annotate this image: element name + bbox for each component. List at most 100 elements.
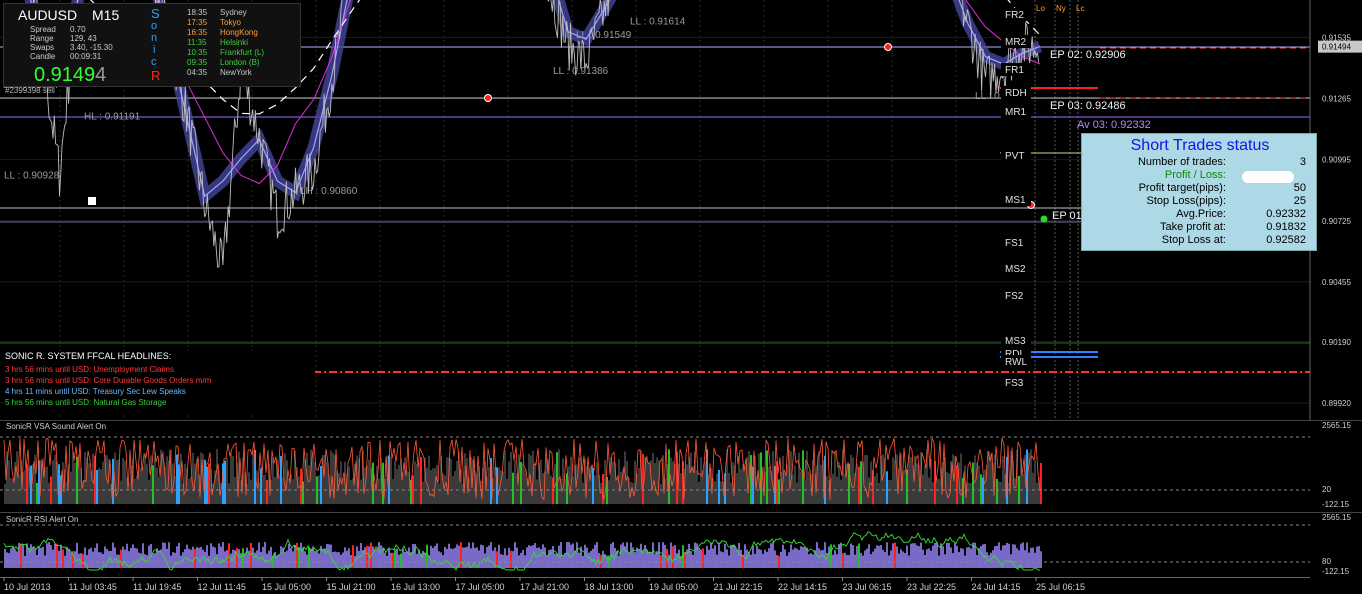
vsa-bar bbox=[104, 454, 106, 504]
rsi-bar bbox=[980, 546, 982, 568]
rsi-bar bbox=[1030, 547, 1032, 568]
vsa-bar bbox=[750, 455, 752, 504]
rsi-bar bbox=[62, 549, 64, 568]
rsi-bar bbox=[930, 550, 932, 568]
status-label: Take profit at: bbox=[1159, 221, 1226, 233]
vsa-bar bbox=[332, 452, 334, 504]
rsi-bar bbox=[708, 549, 710, 568]
rsi-bar bbox=[402, 548, 404, 568]
vsa-bar bbox=[188, 478, 190, 504]
vsa-bar bbox=[66, 482, 68, 504]
vsa-bar bbox=[98, 467, 100, 504]
sonic-letter: i bbox=[153, 44, 156, 56]
rsi-bar bbox=[584, 544, 586, 568]
vsa-bar bbox=[1032, 472, 1034, 504]
rsi-bar bbox=[390, 552, 392, 568]
vsa-bar bbox=[560, 478, 562, 504]
vsa-bar bbox=[140, 468, 142, 504]
vsa-bar bbox=[232, 456, 234, 504]
vsa-bar bbox=[164, 466, 166, 504]
rsi-bar bbox=[724, 543, 726, 568]
vsa-bar bbox=[78, 453, 80, 504]
vsa-bar bbox=[526, 478, 528, 504]
vsa-bar bbox=[692, 466, 694, 504]
rsi-bar bbox=[866, 548, 868, 568]
rsi-bar bbox=[314, 551, 316, 568]
vsa-bar bbox=[602, 473, 604, 504]
vsa-bar bbox=[898, 468, 900, 504]
vsa-bar bbox=[654, 462, 656, 504]
vsa-bar bbox=[974, 455, 976, 504]
rsi-bar bbox=[490, 542, 492, 568]
vsa-bar bbox=[734, 465, 736, 504]
rsi-bar bbox=[804, 546, 806, 568]
vsa-indicator-panel[interactable]: SonicR VSA Sound Alert On 2565.15 20 -12… bbox=[0, 420, 1362, 510]
vsa-bar bbox=[20, 460, 22, 504]
vsa-bar bbox=[1036, 482, 1038, 504]
rsi-bar bbox=[892, 543, 894, 568]
vsa-bar bbox=[724, 473, 726, 504]
time-label: 24 Jul 14:15 bbox=[972, 582, 1021, 592]
rsi-bar bbox=[710, 542, 712, 568]
rsi-bar bbox=[216, 554, 218, 568]
rsi-bar bbox=[922, 549, 924, 568]
vsa-bar bbox=[462, 483, 464, 504]
vsa-bar bbox=[208, 463, 210, 504]
rsi-bar bbox=[368, 546, 370, 568]
rsi-bar bbox=[290, 548, 292, 568]
rsi-bar bbox=[874, 548, 876, 568]
rsi-bar bbox=[268, 550, 270, 568]
rsi-bar bbox=[482, 545, 484, 568]
vsa-bar bbox=[100, 469, 102, 504]
vsa-bar bbox=[6, 451, 8, 504]
pivot-label: FS3 bbox=[1005, 378, 1024, 389]
rsi-bar bbox=[190, 549, 192, 568]
vsa-bar bbox=[872, 470, 874, 504]
time-label: 23 Jul 06:15 bbox=[843, 582, 892, 592]
vsa-bar bbox=[790, 451, 792, 504]
vsa-bar bbox=[616, 478, 618, 504]
rsi-bar bbox=[926, 549, 928, 568]
rsi-bar bbox=[32, 546, 34, 568]
status-label: Stop Loss(pips): bbox=[1146, 195, 1226, 207]
vsa-bar bbox=[156, 467, 158, 504]
vsa-bar bbox=[432, 468, 434, 504]
pivot-label: MS2 bbox=[1005, 264, 1026, 275]
rsi-bar bbox=[186, 544, 188, 568]
vsa-bar bbox=[492, 478, 494, 504]
rsi-bar bbox=[198, 547, 200, 568]
vsa-bar bbox=[456, 460, 458, 504]
rsi-bar bbox=[498, 544, 500, 568]
session-time: 10:35 bbox=[187, 48, 208, 57]
rsi-indicator-panel[interactable]: SonicR RSI Alert On 2565.15 80 -122.15 bbox=[0, 512, 1362, 577]
session-time: 18:35 bbox=[187, 8, 208, 17]
vsa-bar bbox=[56, 461, 58, 504]
vsa-bar bbox=[256, 470, 258, 504]
rsi-bar bbox=[564, 553, 566, 568]
rsi-bar bbox=[798, 550, 800, 568]
rsi-bar bbox=[698, 547, 700, 568]
rsi-bar bbox=[496, 551, 498, 568]
vsa-bar bbox=[34, 454, 36, 504]
rsi-bar bbox=[520, 552, 522, 568]
vsa-bar bbox=[590, 465, 592, 504]
vsa-bar bbox=[522, 463, 524, 504]
vsa-bar bbox=[838, 461, 840, 504]
vsa-bar bbox=[368, 459, 370, 504]
rsi-bar bbox=[936, 542, 938, 568]
vsa-bar bbox=[236, 462, 238, 504]
vsa-bar bbox=[540, 459, 542, 504]
rsi-bar bbox=[814, 550, 816, 568]
vsa-bar bbox=[704, 461, 706, 504]
rsi-bar bbox=[1000, 550, 1002, 568]
vsa-bar bbox=[266, 479, 268, 504]
status-value: 0.92582 bbox=[1266, 234, 1306, 246]
rsi-bar bbox=[378, 542, 380, 568]
vsa-bar bbox=[854, 473, 856, 504]
rsi-bar bbox=[876, 545, 878, 568]
rsi-bar bbox=[434, 545, 436, 568]
vsa-bar bbox=[316, 476, 318, 504]
vsa-bar bbox=[600, 482, 602, 504]
vsa-bar bbox=[108, 459, 110, 504]
vsa-bar bbox=[940, 467, 942, 504]
